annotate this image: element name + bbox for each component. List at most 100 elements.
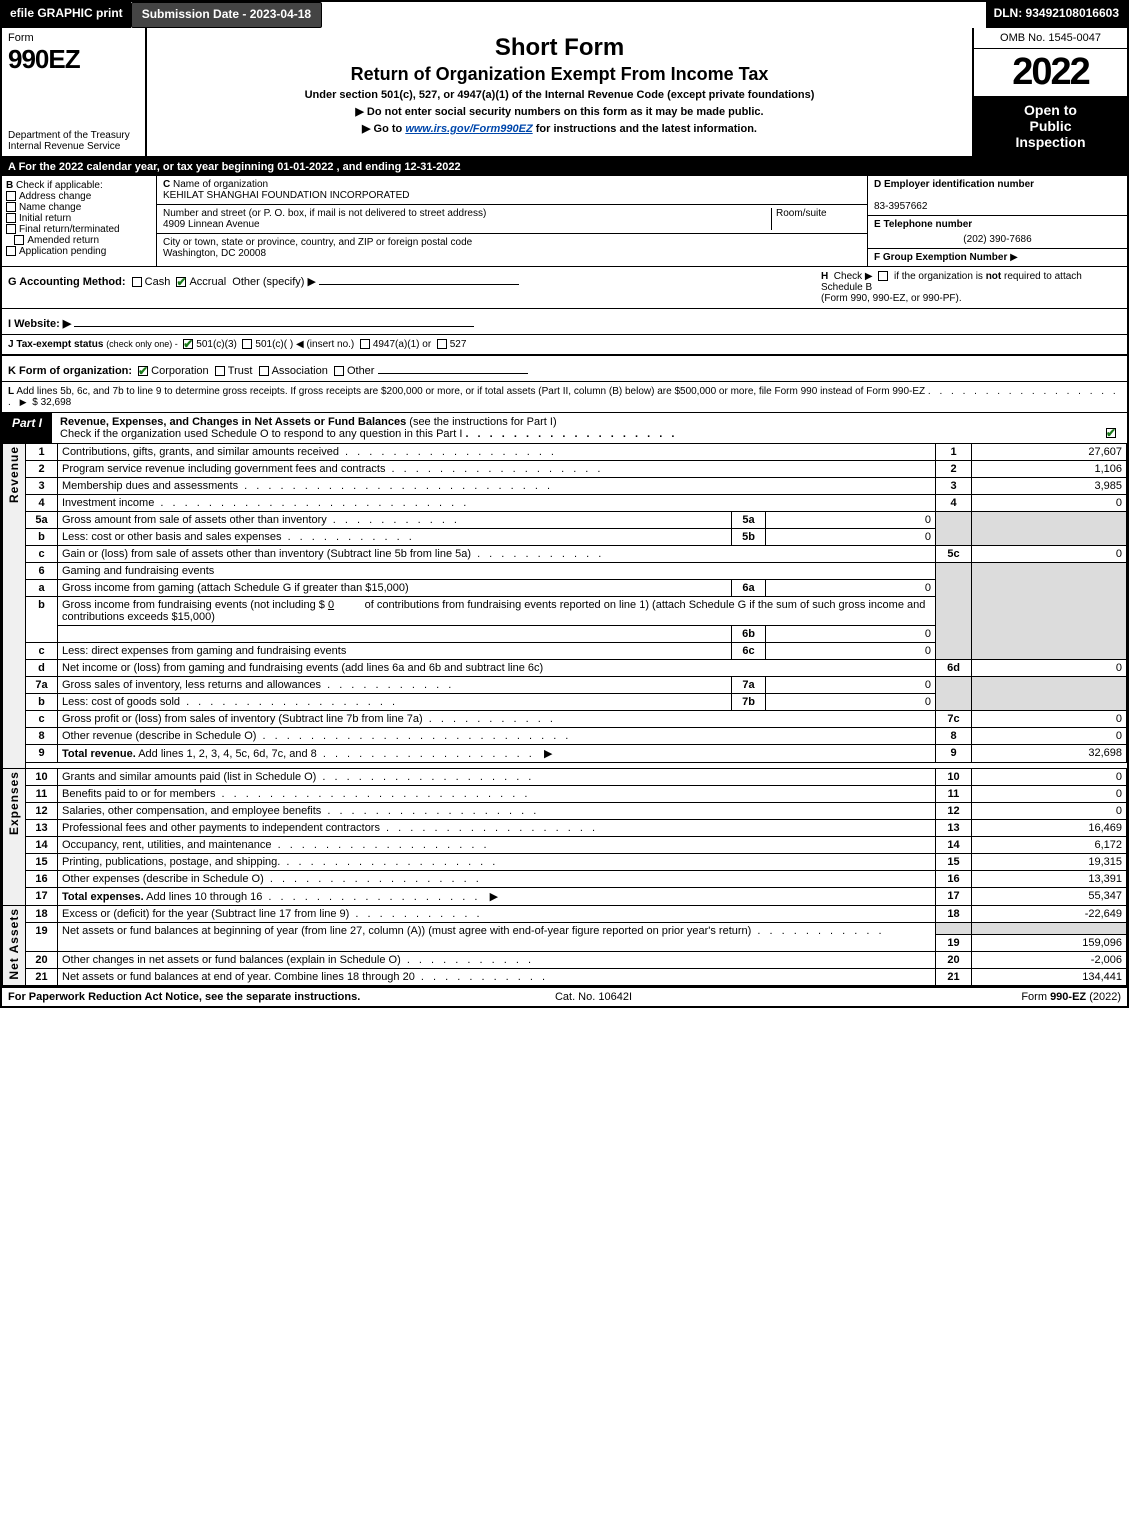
- k-label: K Form of organization:: [8, 365, 132, 377]
- cb-trust[interactable]: [215, 366, 225, 376]
- open-inspection-badge: Open to Public Inspection: [974, 96, 1127, 156]
- line-5c-desc: Gain or (loss) from sale of assets other…: [62, 548, 471, 560]
- cb-amended-return[interactable]: [14, 235, 24, 245]
- line-10-num: 10: [936, 769, 972, 786]
- cb-corporation[interactable]: [138, 366, 148, 376]
- column-c: C Name of organization KEHILAT SHANGHAI …: [157, 176, 867, 266]
- tax-year: 2022: [974, 49, 1127, 96]
- line-6c-desc: Less: direct expenses from gaming and fu…: [62, 645, 346, 657]
- part-1-header: Part I Revenue, Expenses, and Changes in…: [2, 413, 1127, 443]
- line-6b-amt: 0: [328, 599, 334, 611]
- line-9-num: 9: [936, 745, 972, 763]
- line-8-val: 0: [972, 728, 1127, 745]
- cb-final-return[interactable]: [6, 224, 16, 234]
- line-6d-num: 6d: [936, 660, 972, 677]
- cb-address-change[interactable]: [6, 191, 16, 201]
- line-14-val: 6,172: [972, 837, 1127, 854]
- line-11-val: 0: [972, 786, 1127, 803]
- line-13: 13 Professional fees and other payments …: [3, 820, 1127, 837]
- cb-501c[interactable]: [242, 339, 252, 349]
- line-5a-desc: Gross amount from sale of assets other t…: [62, 514, 327, 526]
- column-b: B Check if applicable: Address change Na…: [2, 176, 157, 266]
- other-specify-input[interactable]: [319, 271, 519, 285]
- line-19-text: 19 Net assets or fund balances at beginn…: [3, 923, 1127, 935]
- line-9: 9 Total revenue. Add lines 1, 2, 3, 4, 5…: [3, 745, 1127, 763]
- line-5a: 5a Gross amount from sale of assets othe…: [3, 512, 1127, 529]
- line-15-num: 15: [936, 854, 972, 871]
- l-amount: $ 32,698: [32, 397, 71, 408]
- line-4-desc: Investment income: [62, 497, 154, 509]
- cb-schedule-b[interactable]: [878, 271, 888, 281]
- subtitle-2: ▶ Do not enter social security numbers o…: [155, 105, 964, 118]
- line-18: Net Assets 18 Excess or (deficit) for th…: [3, 906, 1127, 923]
- line-11-desc: Benefits paid to or for members: [62, 788, 215, 800]
- cb-accrual[interactable]: [176, 277, 186, 287]
- efile-print-label[interactable]: efile GRAPHIC print: [2, 2, 131, 28]
- c-name-label: Name of organization: [173, 179, 268, 190]
- l-label: L: [8, 386, 14, 397]
- cb-4947[interactable]: [360, 339, 370, 349]
- lbl-corporation: Corporation: [151, 365, 208, 377]
- part-1-title-sub: (see the instructions for Part I): [409, 416, 556, 428]
- line-2-val: 1,106: [972, 461, 1127, 478]
- omb-label: OMB No. 1545-0047: [974, 28, 1127, 49]
- lines-table: Revenue 1 Contributions, gifts, grants, …: [2, 443, 1127, 986]
- line-6c-sub: 6c: [732, 643, 766, 660]
- line-2-num: 2: [936, 461, 972, 478]
- line-1: Revenue 1 Contributions, gifts, grants, …: [3, 444, 1127, 461]
- cb-other-org[interactable]: [334, 366, 344, 376]
- page-footer: For Paperwork Reduction Act Notice, see …: [2, 986, 1127, 1006]
- cb-name-change[interactable]: [6, 202, 16, 212]
- ein-value: 83-3957662: [874, 201, 927, 212]
- l-text: Add lines 5b, 6c, and 7b to line 9 to de…: [16, 386, 925, 397]
- lbl-4947: 4947(a)(1) or: [373, 339, 431, 350]
- line-16: 16 Other expenses (describe in Schedule …: [3, 871, 1127, 888]
- sub3-post: for instructions and the latest informat…: [533, 123, 757, 135]
- line-12: 12 Salaries, other compensation, and emp…: [3, 803, 1127, 820]
- org-city: Washington, DC 20008: [163, 248, 266, 259]
- cb-association[interactable]: [259, 366, 269, 376]
- line-4: 4 Investment income 4 0: [3, 495, 1127, 512]
- line-2-desc: Program service revenue including govern…: [62, 463, 385, 475]
- line-17-val: 55,347: [972, 888, 1127, 906]
- lbl-501c: 501(c)( ) ◀ (insert no.): [255, 339, 354, 350]
- lbl-other: Other (specify) ▶: [232, 276, 316, 288]
- row-j: J Tax-exempt status (check only one) - 5…: [2, 335, 1127, 356]
- cb-501c3[interactable]: [183, 339, 193, 349]
- form-title-2: Return of Organization Exempt From Incom…: [155, 64, 964, 85]
- line-19-num: 19: [936, 934, 972, 951]
- submission-date-badge[interactable]: Submission Date - 2023-04-18: [131, 2, 322, 28]
- line-7c-val: 0: [972, 711, 1127, 728]
- cb-527[interactable]: [437, 339, 447, 349]
- cb-schedule-o[interactable]: [1106, 428, 1116, 438]
- line-6b-subval: 0: [766, 626, 936, 643]
- line-14: 14 Occupancy, rent, utilities, and maint…: [3, 837, 1127, 854]
- irs-link[interactable]: www.irs.gov/Form990EZ: [405, 123, 532, 135]
- line-9-val: 32,698: [972, 745, 1127, 763]
- line-17-desc2: Add lines 10 through 16: [144, 891, 263, 903]
- line-7a-sub: 7a: [732, 677, 766, 694]
- column-d: D Employer identification number 83-3957…: [867, 176, 1127, 266]
- line-9-desc: Total revenue.: [62, 748, 136, 760]
- form-title-1: Short Form: [155, 34, 964, 62]
- room-label: Room/suite: [776, 208, 827, 219]
- lbl-501c3: 501(c)(3): [196, 339, 237, 350]
- inspect-2: Public: [978, 118, 1123, 134]
- cb-application-pending[interactable]: [6, 246, 16, 256]
- line-10-val: 0: [972, 769, 1127, 786]
- cb-initial-return[interactable]: [6, 213, 16, 223]
- line-15-desc: Printing, publications, postage, and shi…: [62, 856, 280, 868]
- cb-cash[interactable]: [132, 277, 142, 287]
- website-input[interactable]: [74, 313, 474, 327]
- header-left: Form 990EZ Department of the Treasury In…: [2, 28, 147, 156]
- line-16-desc: Other expenses (describe in Schedule O): [62, 873, 264, 885]
- line-11: 11 Benefits paid to or for members 11 0: [3, 786, 1127, 803]
- line-17-desc: Total expenses.: [62, 891, 144, 903]
- line-7c-num: 7c: [936, 711, 972, 728]
- header-center: Short Form Return of Organization Exempt…: [147, 28, 972, 156]
- line-20-desc: Other changes in net assets or fund bala…: [62, 954, 401, 966]
- line-2: 2 Program service revenue including gove…: [3, 461, 1127, 478]
- line-18-desc: Excess or (deficit) for the year (Subtra…: [62, 908, 349, 920]
- row-k: K Form of organization: Corporation Trus…: [2, 356, 1127, 382]
- other-org-input[interactable]: [378, 360, 528, 374]
